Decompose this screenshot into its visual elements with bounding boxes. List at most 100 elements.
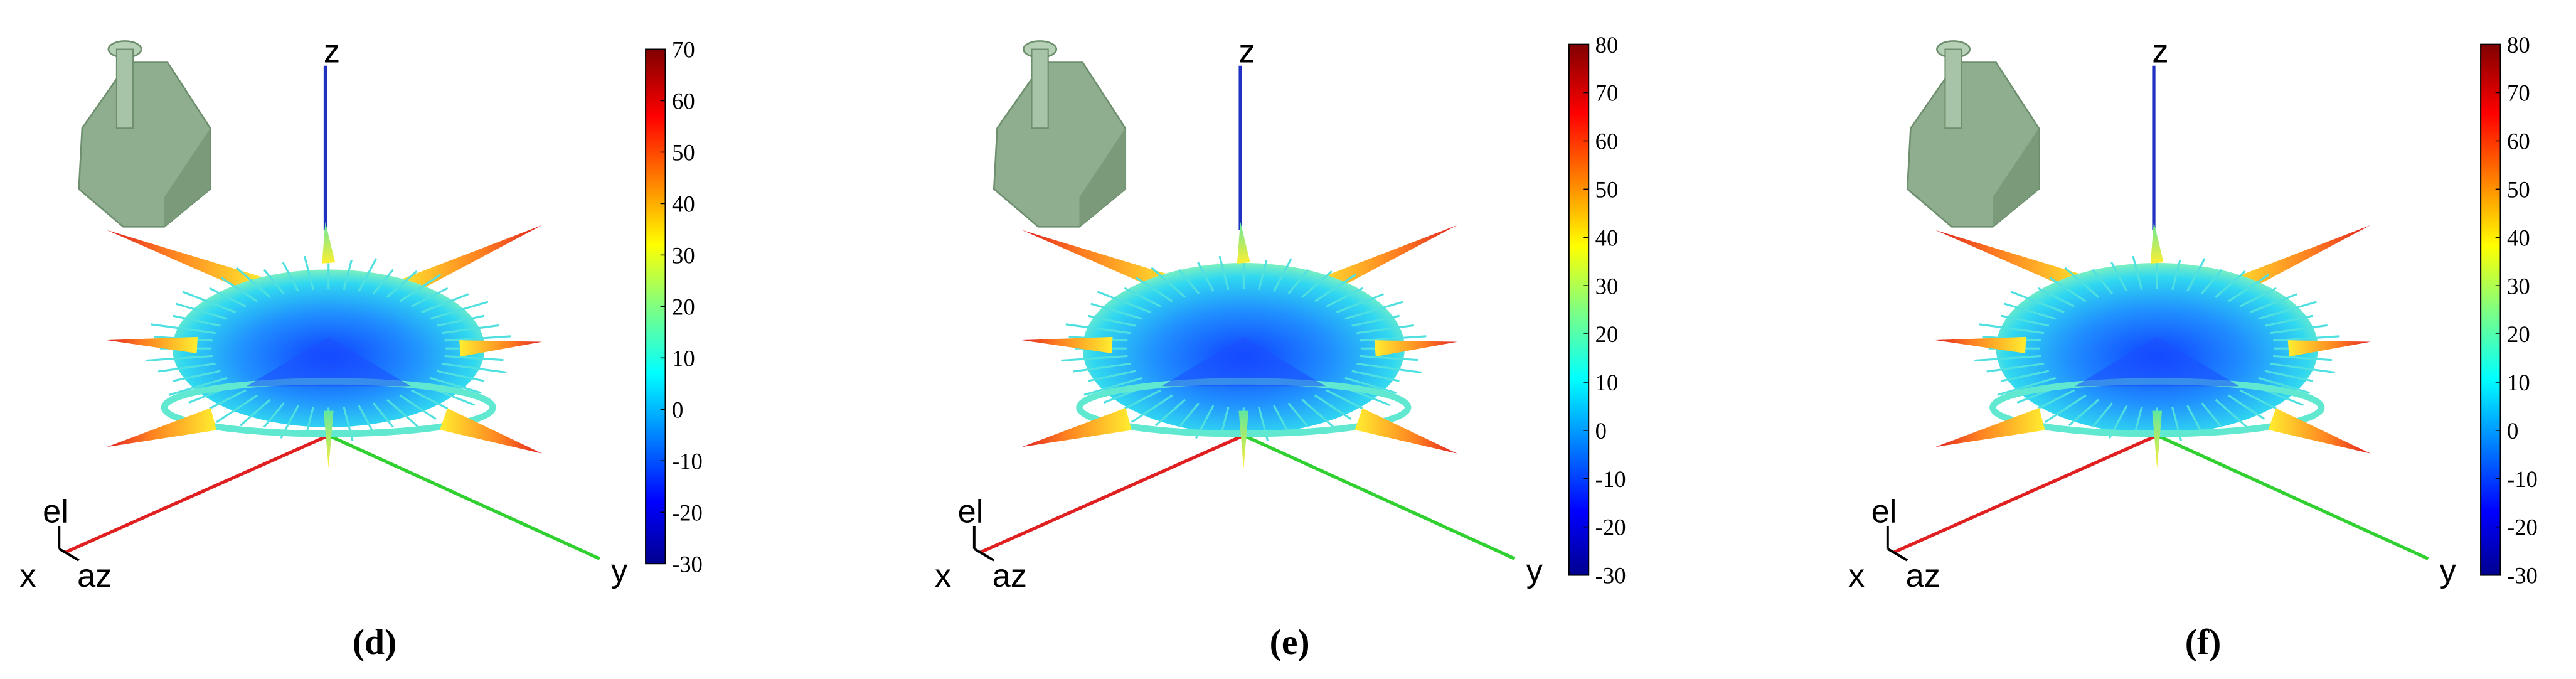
colorbar <box>2480 43 2501 576</box>
pattern-spike <box>1360 335 1427 342</box>
el-label: el <box>1871 494 1897 530</box>
pattern-lobe <box>323 410 334 469</box>
pattern-spike <box>173 314 221 327</box>
pattern-spike <box>410 287 449 307</box>
pattern-lobe <box>1237 222 1250 264</box>
pattern-spike <box>2092 402 2114 428</box>
pattern-lobe <box>1021 336 1113 353</box>
az-label: az <box>77 558 112 594</box>
pattern-spike <box>2132 255 2143 291</box>
pattern-spike <box>2068 398 2099 427</box>
model-stem <box>1944 48 1962 129</box>
pattern-spike <box>444 335 511 342</box>
pattern-spike <box>1065 323 1131 334</box>
pattern-spike <box>2186 405 2204 436</box>
colorbar-tick-label: 30 <box>2507 273 2530 299</box>
pattern-spike <box>386 270 418 298</box>
pattern-spike <box>2171 259 2181 291</box>
x-label: x <box>935 558 951 594</box>
colorbar-tick-label: -30 <box>1595 563 1626 589</box>
colorbar-tick-label: 0 <box>2507 418 2518 444</box>
x-axis <box>980 434 1245 554</box>
y-label: y <box>2440 553 2457 589</box>
pattern-spike <box>2037 389 2075 410</box>
colorbar-tick-label: 60 <box>672 88 695 114</box>
pattern-spike <box>1083 377 1143 396</box>
colorbar-tick-label: 40 <box>672 191 695 217</box>
pattern-spike <box>1073 362 1131 373</box>
y-axis <box>1243 434 1516 560</box>
model-side <box>164 128 211 227</box>
pattern-spike <box>1351 314 1400 327</box>
pattern-spike <box>1326 287 1363 307</box>
colorbar-tick-label: -30 <box>2507 563 2538 589</box>
pattern-lobe <box>2150 222 2164 264</box>
model-side <box>1993 128 2039 227</box>
pattern-spike <box>1218 255 1230 291</box>
y-label: y <box>1526 553 1543 589</box>
az-label: az <box>993 558 1027 594</box>
x-label: x <box>1848 558 1865 594</box>
pattern-spike <box>2215 398 2250 430</box>
colorbar-tick-label: -20 <box>672 500 703 525</box>
pattern-spike <box>2239 287 2277 307</box>
pattern-spike <box>157 362 216 373</box>
pattern-spike <box>1974 355 2041 362</box>
colorbar-tick-label: 70 <box>1595 80 1619 106</box>
pattern-spike <box>182 291 237 314</box>
pattern-spike <box>386 398 422 430</box>
pattern-spike <box>1287 402 1309 428</box>
colorbar-tick-label: 10 <box>672 345 695 371</box>
pattern-spike <box>372 402 394 428</box>
pattern-spike <box>358 258 378 292</box>
pattern-facet <box>2075 336 2240 387</box>
pattern-spike <box>1351 370 1400 382</box>
pattern-spike <box>1314 274 1356 302</box>
pattern-spike <box>399 394 437 420</box>
pattern-spike <box>263 269 285 295</box>
pattern-spike <box>173 370 221 382</box>
colorbar-tick-label: -10 <box>1595 466 1626 492</box>
pattern-spike <box>169 377 228 396</box>
pattern-spike <box>436 370 485 382</box>
pattern-spike <box>2037 287 2075 307</box>
pattern-spike <box>1197 262 1215 292</box>
pattern-spike <box>372 269 394 295</box>
pattern-spike <box>2249 293 2297 314</box>
colorbar-tick-label: 70 <box>2507 80 2530 106</box>
pattern-spike <box>2001 314 2050 327</box>
pattern-lobe <box>459 340 543 357</box>
pattern-spike <box>150 323 216 334</box>
pattern-spike <box>1273 258 1292 292</box>
colorbar-tick-label: 60 <box>2507 129 2530 154</box>
pattern-spike <box>2273 355 2333 361</box>
colorbar-tick-label: 40 <box>2507 225 2530 250</box>
pattern-spike <box>2049 277 2087 302</box>
x-axis <box>1893 434 2158 554</box>
pattern-spike <box>1136 277 1173 302</box>
pattern-spike <box>1258 259 1268 291</box>
az-arrow <box>1887 547 1908 562</box>
colorbar-tick-label: -10 <box>2507 466 2538 492</box>
pattern-spike <box>343 259 353 291</box>
pattern-lobe <box>1935 408 2045 447</box>
pattern-spike <box>263 402 285 428</box>
pattern-spike <box>2186 258 2206 292</box>
pattern-lobe <box>1374 340 1457 357</box>
pattern-spike <box>441 324 499 334</box>
pattern-spike <box>1356 362 1422 374</box>
pattern-spike <box>209 389 247 410</box>
model-stem <box>115 48 134 129</box>
colorbar-tick-label: 50 <box>672 140 695 166</box>
pattern-spike <box>2092 269 2114 295</box>
pattern-spike <box>441 362 507 374</box>
pattern-spike <box>240 398 271 427</box>
pattern-spike <box>2270 324 2328 334</box>
pattern-spike <box>1178 402 1200 428</box>
pattern-spike <box>235 267 271 298</box>
pattern-spike <box>1336 293 1384 314</box>
pattern-lobe <box>107 336 198 353</box>
